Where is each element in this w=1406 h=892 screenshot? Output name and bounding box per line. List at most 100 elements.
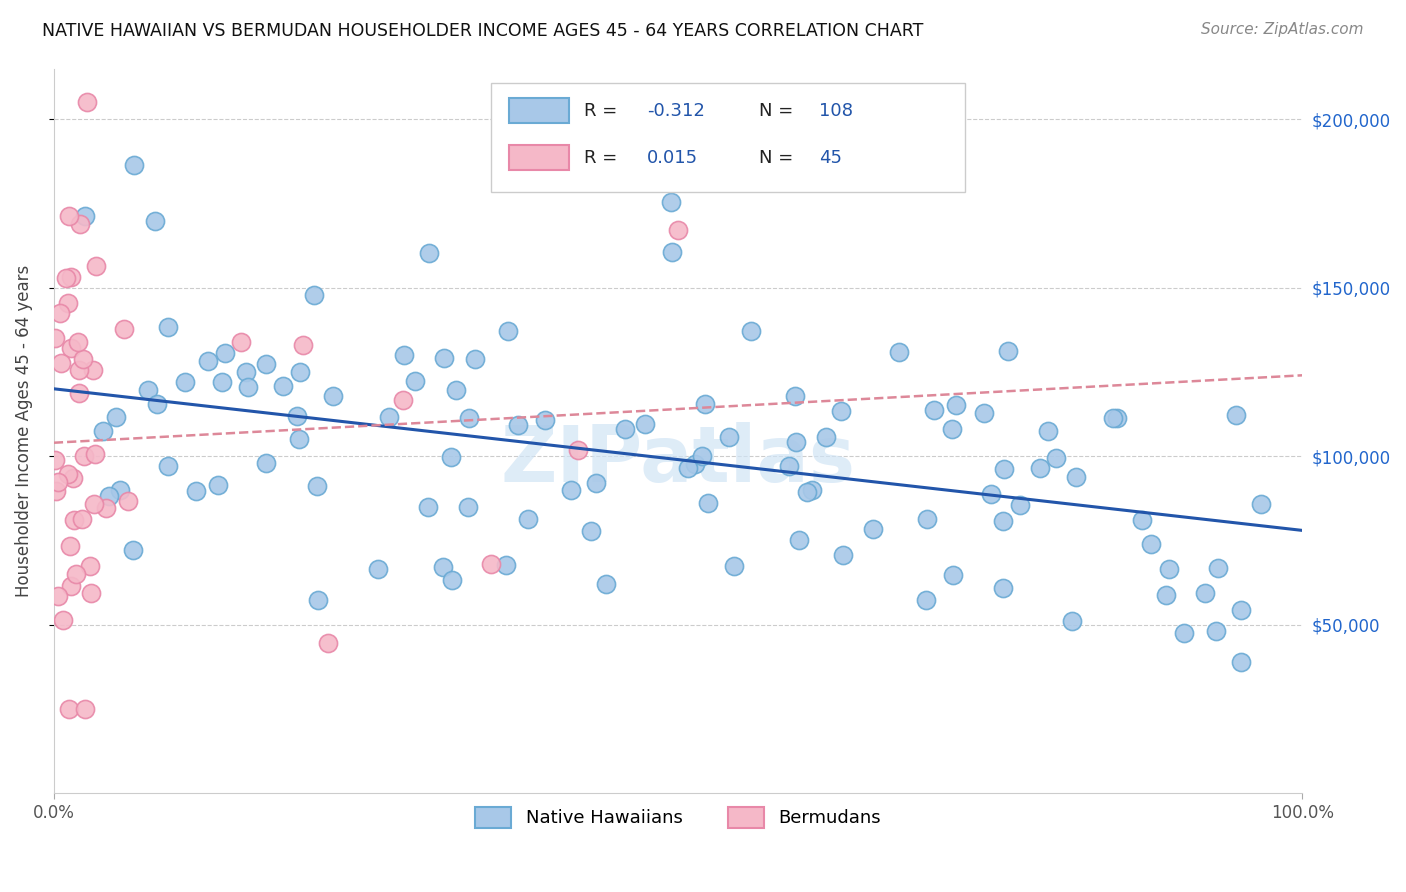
Point [560, 483, 582, 497]
Y-axis label: Householder Income Ages 45 - 64 years: Householder Income Ages 45 - 64 years [15, 265, 32, 597]
Text: 0.015: 0.015 [647, 149, 697, 167]
Point [1250, 497, 1272, 511]
Point [942, 567, 965, 582]
Point [1230, 655, 1253, 669]
Point [67, 385, 90, 400]
Point [1029, 461, 1052, 475]
Point [661, 245, 683, 260]
Point [145, 397, 167, 411]
Point [82, 363, 104, 377]
Point [1205, 624, 1227, 638]
Point [79, 558, 101, 573]
Point [62, 471, 84, 485]
Point [44, 453, 66, 467]
Point [378, 410, 401, 425]
Point [1045, 450, 1067, 465]
Point [678, 460, 700, 475]
Point [302, 288, 325, 302]
Text: R =: R = [585, 102, 623, 120]
Point [1060, 614, 1083, 628]
Point [862, 522, 884, 536]
Point [457, 411, 479, 425]
Point [814, 430, 837, 444]
FancyBboxPatch shape [509, 145, 569, 170]
Point [290, 365, 312, 379]
Point [322, 389, 344, 403]
Point [285, 409, 308, 423]
Point [1173, 626, 1195, 640]
Point [287, 432, 309, 446]
Text: Source: ZipAtlas.com: Source: ZipAtlas.com [1201, 22, 1364, 37]
Point [441, 574, 464, 588]
Point [778, 459, 800, 474]
Point [533, 413, 555, 427]
Point [718, 430, 741, 444]
Text: R =: R = [585, 149, 623, 167]
Text: 45: 45 [820, 149, 842, 167]
Point [1206, 561, 1229, 575]
Point [1156, 588, 1178, 602]
Point [67, 362, 90, 376]
Point [307, 593, 329, 607]
Point [506, 417, 529, 432]
Point [108, 483, 131, 497]
Point [93, 425, 115, 439]
Point [292, 338, 315, 352]
Point [432, 559, 454, 574]
Point [1194, 586, 1216, 600]
Point [58, 209, 80, 223]
Point [49, 356, 72, 370]
Point [72, 352, 94, 367]
Point [1229, 603, 1251, 617]
Point [418, 246, 440, 260]
Point [695, 396, 717, 410]
Point [785, 434, 807, 449]
Point [516, 512, 538, 526]
Point [585, 475, 607, 490]
Point [83, 447, 105, 461]
Point [52, 613, 75, 627]
Point [59, 578, 82, 592]
Point [69, 217, 91, 231]
Point [1225, 408, 1247, 422]
Point [567, 443, 589, 458]
Point [271, 379, 294, 393]
Point [392, 348, 415, 362]
Point [479, 558, 502, 572]
FancyBboxPatch shape [491, 83, 965, 192]
Point [495, 558, 517, 572]
Point [785, 389, 807, 403]
Point [56, 467, 79, 482]
Point [922, 403, 945, 417]
Point [72, 512, 94, 526]
Point [1157, 562, 1180, 576]
Text: -0.312: -0.312 [647, 102, 704, 120]
Point [1105, 411, 1128, 425]
Point [318, 636, 340, 650]
Point [659, 194, 682, 209]
Point [98, 489, 121, 503]
Point [997, 343, 1019, 358]
Point [156, 320, 179, 334]
Point [433, 351, 456, 366]
FancyBboxPatch shape [509, 97, 569, 123]
Point [58, 702, 80, 716]
Point [84, 259, 107, 273]
Text: NATIVE HAWAIIAN VS BERMUDAN HOUSEHOLDER INCOME AGES 45 - 64 YEARS CORRELATION CH: NATIVE HAWAIIAN VS BERMUDAN HOUSEHOLDER … [42, 22, 924, 40]
Point [440, 450, 463, 464]
Point [614, 422, 637, 436]
Point [991, 515, 1014, 529]
Point [44, 330, 66, 344]
Point [73, 701, 96, 715]
Point [696, 496, 718, 510]
Point [915, 593, 938, 607]
Point [143, 214, 166, 228]
Point [579, 524, 602, 538]
Point [46, 475, 69, 490]
Point [122, 542, 145, 557]
Legend: Native Hawaiians, Bermudans: Native Hawaiians, Bermudans [468, 800, 889, 835]
Point [973, 407, 995, 421]
Point [254, 357, 277, 371]
Text: 108: 108 [820, 102, 853, 120]
Point [801, 483, 824, 497]
